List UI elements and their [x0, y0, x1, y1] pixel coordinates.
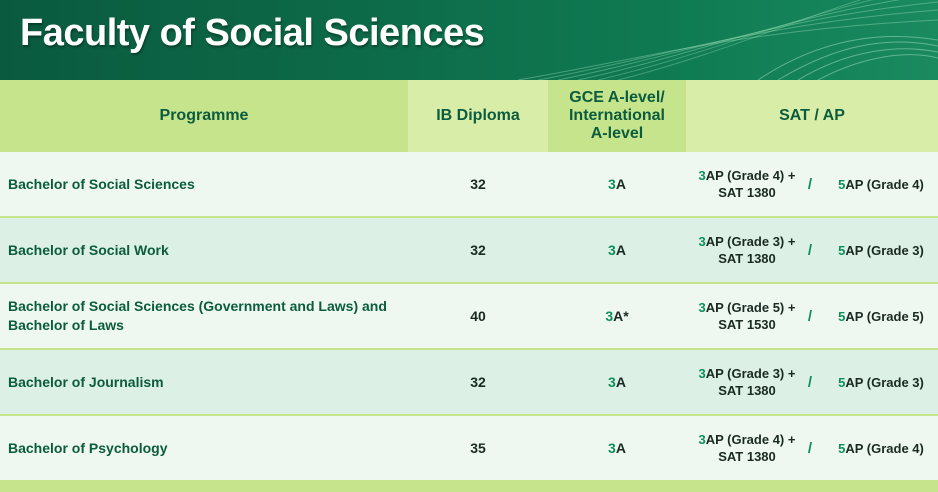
sat-score: SAT 1380: [718, 383, 776, 398]
sat-ap-requirement: 3AP (Grade 3) + SAT 1380 / 5 AP (Grade 3): [686, 350, 938, 414]
ap-grade: AP (Grade 5) +: [705, 300, 796, 315]
ap-count: 3: [698, 366, 706, 381]
sat-option-ap-only: 5 AP (Grade 3): [824, 350, 938, 414]
sat-option-combined: 3AP (Grade 3) + SAT 1380: [686, 218, 808, 282]
sat-score: SAT 1380: [718, 449, 776, 464]
sat-ap-requirement: 3AP (Grade 4) + SAT 1380 / 5 AP (Grade 4): [686, 152, 938, 216]
programme-name: Bachelor of Journalism: [8, 373, 164, 390]
ap-alt-grade: AP (Grade 3): [845, 374, 924, 390]
ib-score: 35: [470, 440, 486, 456]
ap-alt-grade: AP (Grade 4): [845, 176, 924, 192]
sat-option-combined: 3AP (Grade 4) + SAT 1380: [686, 152, 808, 216]
ap-count: 3: [698, 168, 706, 183]
option-separator: /: [807, 175, 813, 193]
gce-count: 3: [608, 242, 616, 258]
ap-grade: AP (Grade 4) +: [705, 432, 796, 447]
ap-count: 3: [698, 234, 706, 249]
gce-count: 3: [608, 440, 616, 456]
ib-score: 32: [470, 242, 486, 258]
gce-grade: A: [615, 242, 626, 258]
header-programme: Programme: [0, 80, 408, 152]
programme-name-line2: Bachelor of Laws: [8, 317, 124, 333]
programme-name: Bachelor of Social Sciences (Government …: [8, 284, 408, 348]
sat-option-combined: 3AP (Grade 5) + SAT 1530: [686, 284, 808, 348]
ap-alt-count: 5: [838, 242, 846, 258]
ap-alt-grade: AP (Grade 5): [845, 308, 924, 324]
programme-name: Bachelor of Psychology: [8, 439, 168, 456]
sat-ap-requirement: 3AP (Grade 4) + SAT 1380 / 5 AP (Grade 4): [686, 416, 938, 480]
header-gce-line1: GCE A-level/: [569, 89, 665, 106]
sat-ap-requirement: 3AP (Grade 3) + SAT 1380 / 5 AP (Grade 3): [686, 218, 938, 282]
sat-option-ap-only: 5 AP (Grade 4): [824, 152, 938, 216]
faculty-banner: Faculty of Social Sciences: [0, 0, 938, 80]
wave-decoration-icon: [518, 0, 938, 80]
gce-grade: A: [615, 374, 626, 390]
programme-name: Bachelor of Social Sciences: [8, 175, 195, 192]
ib-score: 40: [470, 308, 486, 324]
ib-score: 32: [470, 374, 486, 390]
ib-score: 32: [470, 176, 486, 192]
gce-requirement: 3 A*: [548, 284, 686, 348]
option-separator: /: [807, 241, 813, 259]
sat-option-ap-only: 5 AP (Grade 3): [824, 218, 938, 282]
ap-grade: AP (Grade 4) +: [705, 168, 796, 183]
gce-count: 3: [608, 374, 616, 390]
header-ib-diploma: IB Diploma: [408, 80, 548, 152]
header-gce: GCE A-level/ International A-level: [548, 80, 686, 152]
sat-option-ap-only: 5 AP (Grade 4): [824, 416, 938, 480]
programme-name: Bachelor of Social Work: [8, 241, 169, 258]
ap-alt-grade: AP (Grade 4): [845, 440, 924, 456]
ap-alt-count: 5: [838, 176, 846, 192]
table-header: Programme IB Diploma GCE A-level/ Intern…: [0, 80, 938, 152]
table-row: Bachelor of Social Sciences (Government …: [0, 284, 938, 350]
bottom-divider: [0, 482, 938, 492]
ap-alt-count: 5: [838, 440, 846, 456]
gce-grade: A*: [613, 308, 629, 324]
option-separator: /: [807, 373, 813, 391]
option-separator: /: [807, 307, 813, 325]
ap-count: 3: [698, 432, 706, 447]
sat-score: SAT 1530: [718, 317, 776, 332]
sat-score: SAT 1380: [718, 185, 776, 200]
sat-option-combined: 3AP (Grade 4) + SAT 1380: [686, 416, 808, 480]
ap-alt-grade: AP (Grade 3): [845, 242, 924, 258]
sat-score: SAT 1380: [718, 251, 776, 266]
ap-alt-count: 5: [838, 308, 846, 324]
gce-count: 3: [605, 308, 614, 324]
sat-ap-requirement: 3AP (Grade 5) + SAT 1530 / 5 AP (Grade 5): [686, 284, 938, 348]
header-sat-ap: SAT / AP: [686, 80, 938, 152]
option-separator: /: [807, 439, 813, 457]
ap-alt-count: 5: [838, 374, 846, 390]
gce-grade: A: [615, 440, 626, 456]
header-gce-line3: A-level: [590, 125, 644, 142]
gce-count: 3: [608, 176, 616, 192]
programme-name-line1: Bachelor of Social Sciences (Government …: [8, 298, 387, 314]
sat-option-combined: 3AP (Grade 3) + SAT 1380: [686, 350, 808, 414]
sat-option-ap-only: 5 AP (Grade 5): [824, 284, 938, 348]
ap-count: 3: [698, 300, 706, 315]
ap-grade: AP (Grade 3) +: [705, 366, 796, 381]
ap-grade: AP (Grade 3) +: [705, 234, 796, 249]
header-gce-line2: International: [568, 107, 665, 124]
gce-grade: A: [615, 176, 626, 192]
page-title: Faculty of Social Sciences: [20, 12, 485, 54]
